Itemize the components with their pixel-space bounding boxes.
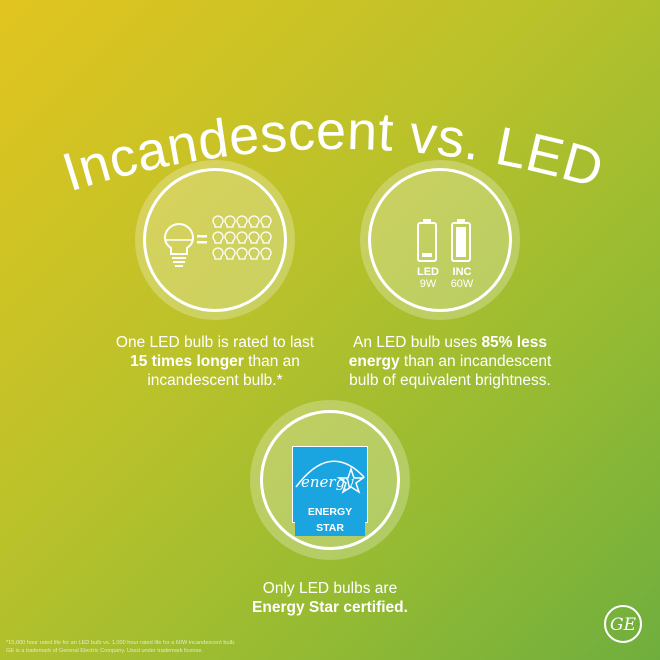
inc-label: INC <box>452 266 472 278</box>
footnote-1: *15,000 hour rated life for an LED bulb … <box>6 640 236 646</box>
mini-bulb-icon <box>212 247 224 260</box>
mini-bulb-icon <box>212 231 224 244</box>
mini-bulb-icon <box>248 231 260 244</box>
mini-bulb-icon <box>224 231 236 244</box>
mini-bulb-icon <box>236 247 248 260</box>
mini-bulb-icon <box>260 215 272 228</box>
mini-bulb-icon <box>224 215 236 228</box>
battery-comparison-icon <box>417 219 471 262</box>
ring <box>143 168 287 312</box>
energy-caption: An LED bulb uses 85% less energy than an… <box>348 334 552 389</box>
mini-bulb-icon <box>248 247 260 260</box>
mini-bulb-icon <box>236 215 248 228</box>
title-arc: Incandescent vs. LED <box>56 101 610 203</box>
inc-watt: 60W <box>450 278 474 290</box>
led-watt: 9W <box>419 278 437 290</box>
mini-bulb-icon <box>260 247 272 260</box>
energy-star-text: ENERGY STAR <box>295 504 365 536</box>
bulb-equals-fifteen-bulbs-icon <box>163 215 272 267</box>
led-battery-level <box>422 253 432 257</box>
ring <box>260 410 400 550</box>
svg-text:energy: energy <box>301 473 354 491</box>
svg-text:GE: GE <box>610 615 637 635</box>
inc-battery-level <box>456 227 466 257</box>
page-title: Incandescent vs. LED <box>56 101 610 203</box>
led-label: LED <box>417 266 439 278</box>
mini-bulb-icon <box>260 231 272 244</box>
longevity-caption: One LED bulb is rated to last 15 times l… <box>115 334 315 389</box>
energy-star-caption: Only LED bulbs are Energy Star certified… <box>252 580 408 616</box>
ring <box>368 168 512 312</box>
mini-bulb-icon <box>224 247 236 260</box>
mini-bulb-icon <box>248 215 260 228</box>
energy-star-logo: energy ENERGY STAR <box>292 446 368 536</box>
svg-text:Incandescent vs. LED: Incandescent vs. LED <box>56 101 610 203</box>
mini-bulb-icon <box>236 231 248 244</box>
footnote-2: GE is a trademark of General Electric Co… <box>6 648 204 654</box>
mini-bulb-icon <box>212 215 224 228</box>
ge-logo: GE <box>604 605 642 643</box>
